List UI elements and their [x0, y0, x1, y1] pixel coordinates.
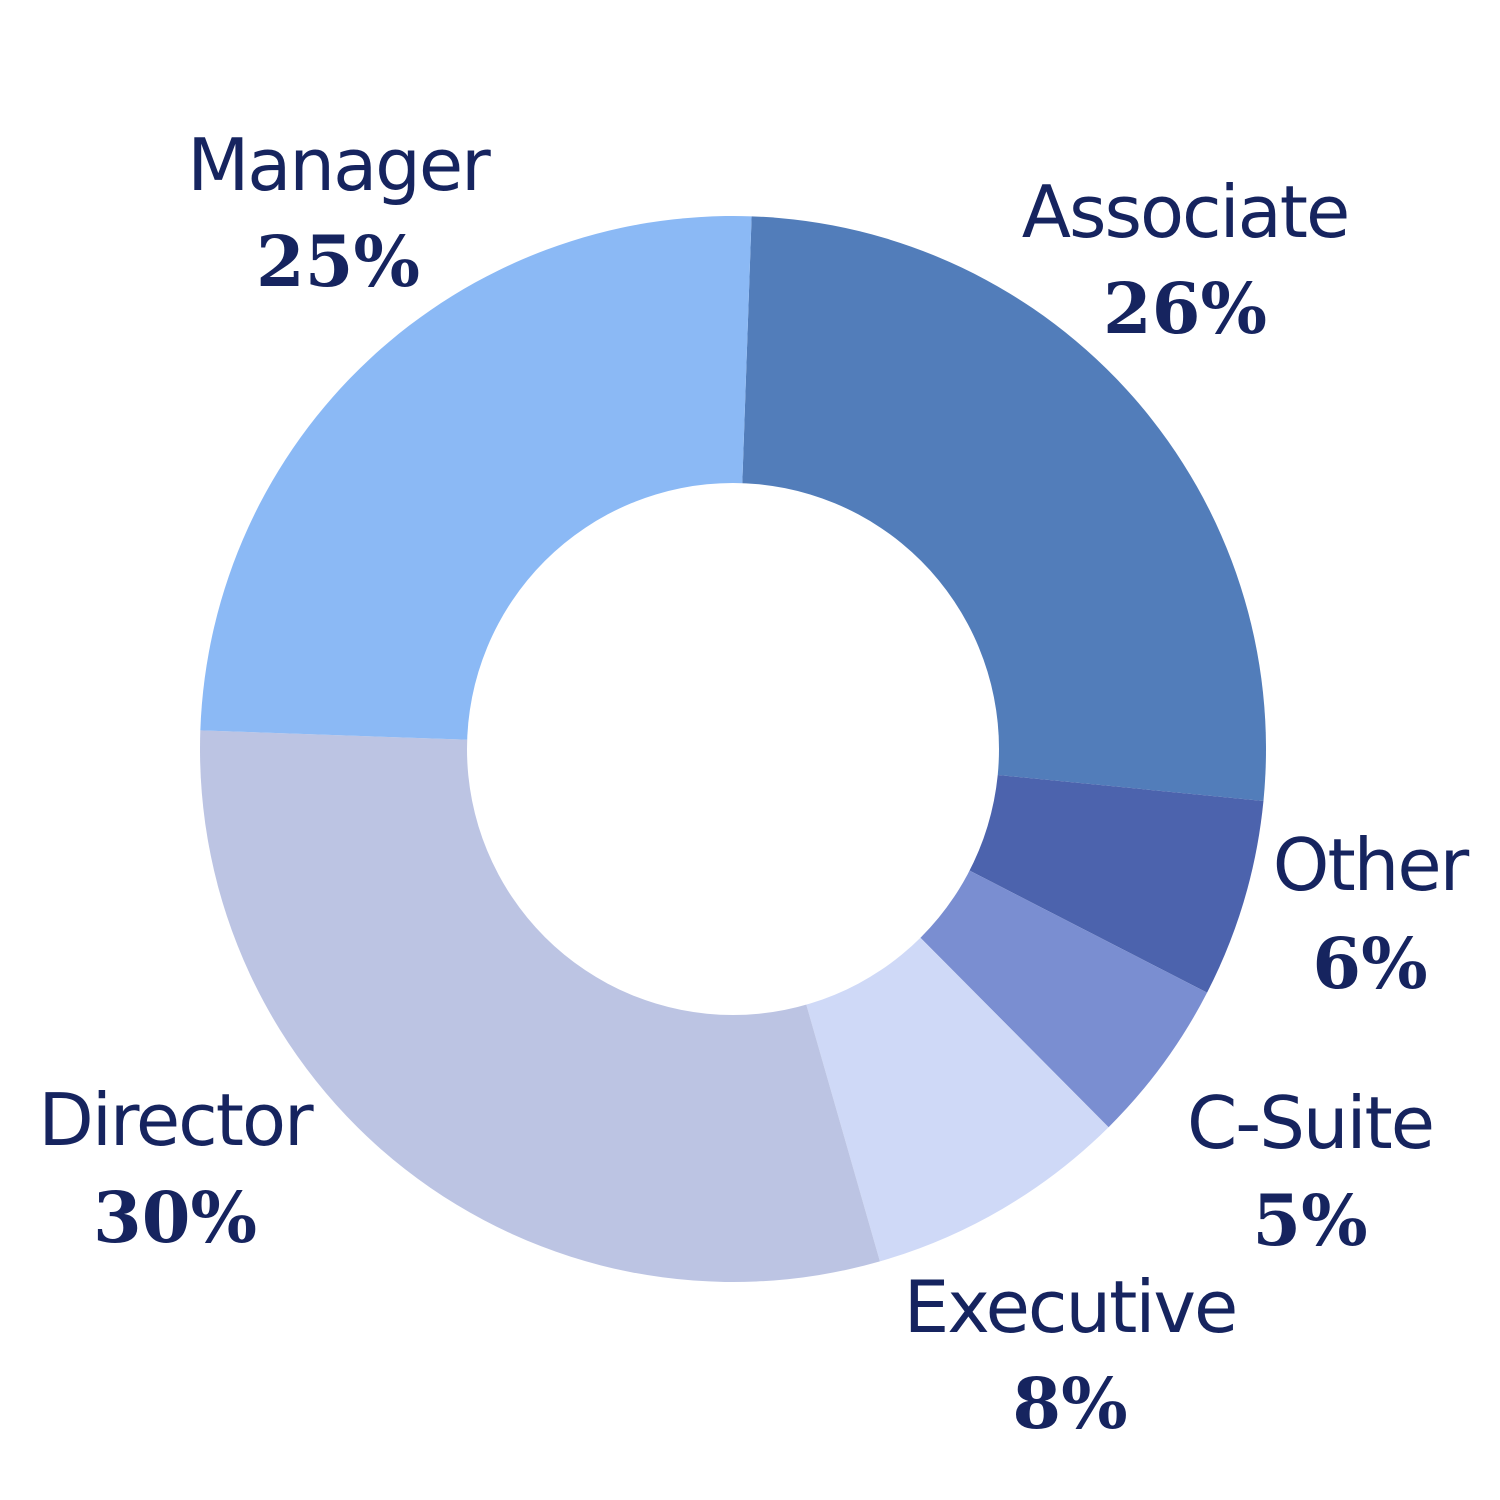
slice-label-percent: 26%	[1103, 267, 1267, 350]
slice-label-name: Other	[1273, 823, 1470, 907]
slice-label-percent: 6%	[1312, 922, 1427, 1005]
slice-label-percent: 30%	[93, 1176, 257, 1259]
slice-label-percent: 25%	[256, 220, 420, 303]
slice-label-name: Executive	[904, 1265, 1237, 1349]
slice-label-name: C-Suite	[1187, 1081, 1433, 1165]
slice-label-name: Director	[38, 1078, 314, 1162]
slice-label-name: Associate	[1022, 170, 1349, 254]
donut-hole	[467, 483, 999, 1015]
slice-label-name: Manager	[187, 123, 491, 207]
slice-label-percent: 5%	[1252, 1179, 1367, 1262]
slice-label-percent: 8%	[1012, 1362, 1127, 1445]
slice-labels: Associate 26% Other 6% C-Suite 5%Executive 8% D…	[38, 123, 1471, 1445]
